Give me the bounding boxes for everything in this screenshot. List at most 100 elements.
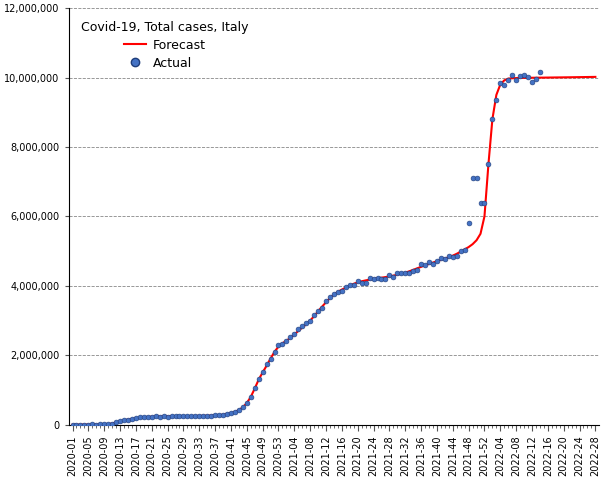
Actual xyxy=(456,247,465,255)
Actual xyxy=(290,330,299,337)
Actual xyxy=(91,421,101,429)
Actual xyxy=(535,68,545,76)
Actual xyxy=(460,246,469,254)
Actual xyxy=(325,293,335,301)
Actual xyxy=(143,413,152,420)
Actual xyxy=(96,420,105,428)
Actual xyxy=(444,252,454,260)
Actual xyxy=(393,269,402,276)
Actual xyxy=(353,277,362,285)
Actual xyxy=(80,421,90,429)
Actual xyxy=(286,333,295,341)
Actual xyxy=(167,412,177,420)
Actual xyxy=(111,419,121,426)
Actual xyxy=(119,417,129,424)
Actual xyxy=(230,408,240,416)
Actual xyxy=(301,319,311,327)
Actual xyxy=(186,412,196,420)
Actual xyxy=(329,290,339,298)
Forecast xyxy=(572,74,579,80)
Actual xyxy=(416,260,426,268)
Actual xyxy=(333,288,343,296)
Actual xyxy=(503,76,513,84)
Actual xyxy=(273,341,283,349)
Actual xyxy=(428,261,438,268)
Line: Forecast: Forecast xyxy=(73,77,595,425)
Actual xyxy=(500,81,509,89)
Actual xyxy=(214,411,224,419)
Actual xyxy=(420,261,430,269)
Actual xyxy=(511,76,521,84)
Actual xyxy=(452,252,462,260)
Actual xyxy=(365,275,374,282)
Actual xyxy=(226,409,236,417)
Actual xyxy=(464,219,474,227)
Actual xyxy=(432,257,442,265)
Actual xyxy=(519,71,529,79)
Actual xyxy=(198,412,208,420)
Actual xyxy=(258,368,267,376)
Actual xyxy=(194,412,204,420)
Actual xyxy=(171,412,180,420)
Actual xyxy=(88,420,97,428)
Actual xyxy=(218,411,228,419)
Actual xyxy=(281,337,291,345)
Actual xyxy=(76,421,85,429)
Actual xyxy=(139,413,149,421)
Actual xyxy=(345,281,355,289)
Actual xyxy=(495,80,505,87)
Actual xyxy=(262,360,272,368)
Actual xyxy=(242,399,252,407)
Actual xyxy=(480,199,489,206)
Actual xyxy=(483,160,493,168)
Actual xyxy=(317,304,327,312)
Actual xyxy=(309,312,319,319)
Actual xyxy=(377,275,387,283)
Forecast xyxy=(430,260,437,265)
Actual xyxy=(476,199,485,206)
Actual xyxy=(266,355,275,363)
Actual xyxy=(107,420,117,427)
Actual xyxy=(515,72,525,80)
Actual xyxy=(254,375,264,383)
Actual xyxy=(357,279,367,287)
Actual xyxy=(401,269,410,277)
Actual xyxy=(175,413,185,420)
Actual xyxy=(337,287,347,295)
Actual xyxy=(488,115,497,122)
Actual xyxy=(163,413,172,420)
Actual xyxy=(313,307,323,315)
Actual xyxy=(131,414,141,422)
Actual xyxy=(206,412,216,420)
Actual xyxy=(123,416,133,423)
Actual xyxy=(234,406,244,414)
Actual xyxy=(412,266,422,274)
Forecast xyxy=(397,271,405,276)
Forecast xyxy=(69,422,76,428)
Actual xyxy=(99,420,109,428)
Forecast xyxy=(592,74,599,80)
Actual xyxy=(388,273,398,280)
Actual xyxy=(135,414,145,421)
Forecast xyxy=(413,265,420,271)
Actual xyxy=(250,384,260,391)
Actual xyxy=(361,279,370,287)
Actual xyxy=(396,269,406,276)
Actual xyxy=(440,255,450,263)
Actual xyxy=(349,281,359,288)
Actual xyxy=(523,73,533,81)
Actual xyxy=(341,284,351,291)
Actual xyxy=(68,421,77,429)
Actual xyxy=(155,413,165,420)
Actual xyxy=(191,413,200,420)
Actual xyxy=(306,317,315,325)
Actual xyxy=(381,276,390,283)
Actual xyxy=(424,259,434,266)
Actual xyxy=(211,412,220,420)
Legend: Forecast, Actual: Forecast, Actual xyxy=(75,14,255,76)
Actual xyxy=(159,412,168,420)
Actual xyxy=(385,271,394,279)
Actual xyxy=(531,75,541,83)
Actual xyxy=(246,393,255,401)
Forecast xyxy=(560,74,567,80)
